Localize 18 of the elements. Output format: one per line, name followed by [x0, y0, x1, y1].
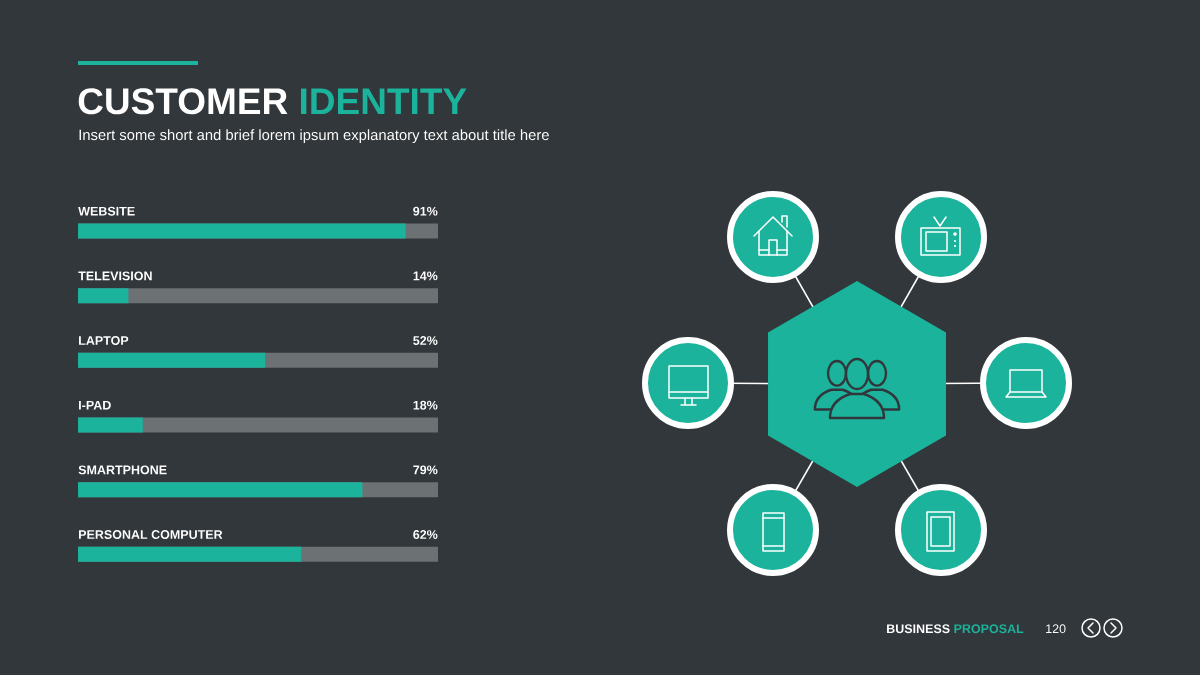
bar: [78, 288, 129, 304]
text: BUSINESS PROPOSAL: [887, 624, 1024, 634]
y-tick-label: SMARTPHONE: [78, 465, 167, 475]
text: 120: [1046, 624, 1066, 634]
data-label: 18%: [413, 400, 438, 410]
y-tick-label: I-PAD: [79, 400, 111, 410]
data-label: 91%: [413, 206, 438, 216]
data-label: 62%: [413, 530, 438, 539]
bar: [78, 417, 143, 433]
y-tick-label: LAPTOP: [79, 336, 129, 345]
data-label: 14%: [413, 271, 438, 281]
y-tick-label: WEBSITE: [78, 206, 135, 216]
chart-subtitle: Insert some short and brief lorem ipsum explanatory text about title here: [79, 129, 549, 144]
y-tick-label: PERSONAL COMPUTER: [79, 530, 223, 539]
y-tick-label: TELEVISION: [78, 271, 152, 281]
data-label: 79%: [413, 465, 438, 475]
chart-title: CUSTOMER IDENTITY: [78, 88, 467, 115]
data-label: 52%: [413, 336, 438, 345]
